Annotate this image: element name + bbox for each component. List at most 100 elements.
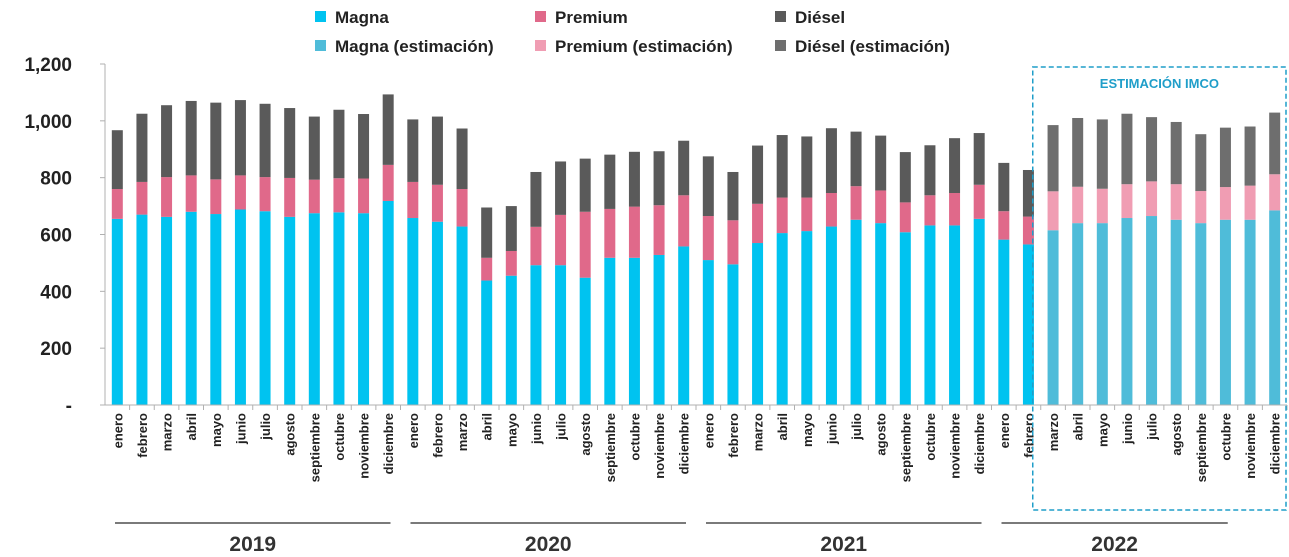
legend-label: Premium <box>555 8 628 27</box>
bar-segment <box>1072 186 1084 224</box>
y-tick-label: 1,200 <box>24 55 72 76</box>
bar-segment <box>1096 188 1108 224</box>
bar-segment <box>210 214 222 405</box>
bar-segment <box>949 193 961 226</box>
x-tick-label: octubre <box>332 413 347 461</box>
x-tick-label: diciembre <box>972 413 987 474</box>
bar-segment <box>234 175 246 210</box>
bar-segment <box>825 226 837 405</box>
legend-label: Magna (estimación) <box>335 37 494 56</box>
bar-segment <box>382 164 394 201</box>
bar-segment <box>604 208 616 258</box>
x-tick-label: enero <box>997 413 1012 448</box>
bar-segment <box>1047 125 1059 192</box>
bar-segment <box>801 231 813 405</box>
legend-swatch <box>315 40 326 51</box>
bar-segment <box>407 181 419 219</box>
bar-segment <box>185 100 197 176</box>
bar-segment <box>1047 230 1059 405</box>
bar-segment <box>333 212 345 405</box>
bar-segment <box>776 135 788 198</box>
bar-segment <box>431 184 443 222</box>
bar-segment <box>678 195 690 247</box>
x-tick-label: febrero <box>726 413 741 458</box>
bar-segment <box>825 128 837 194</box>
bar-segment <box>998 162 1010 212</box>
x-tick-label: mayo <box>209 413 224 447</box>
bar-segment <box>358 114 370 179</box>
x-tick-label: marzo <box>751 413 766 451</box>
x-tick-label: julio <box>554 413 569 441</box>
x-tick-label: abril <box>184 413 199 440</box>
bar-segment <box>1170 184 1182 220</box>
bar-segment <box>1096 119 1108 189</box>
bar-segment <box>308 116 320 180</box>
bar-segment <box>308 213 320 405</box>
bar-segment <box>1121 184 1133 219</box>
bar-segment <box>530 226 542 266</box>
x-tick-label: octubre <box>923 413 938 461</box>
bar-segment <box>555 161 567 215</box>
bar-segment <box>1047 191 1059 231</box>
bar-segment <box>776 197 788 234</box>
bar-segment <box>702 156 714 217</box>
bar-segment <box>973 218 985 405</box>
bar-segment <box>505 206 517 251</box>
legend-swatch <box>535 40 546 51</box>
bar-segment <box>456 189 468 227</box>
legend-swatch <box>775 40 786 51</box>
x-tick-label: diciembre <box>381 413 396 474</box>
bar-segment <box>481 207 493 258</box>
bar-segment <box>431 221 443 405</box>
bar-segment <box>161 177 173 217</box>
legend-swatch <box>775 11 786 22</box>
bar-segment <box>210 179 222 215</box>
bar-segment <box>899 152 911 203</box>
bar-segment <box>875 135 887 191</box>
x-tick-label: agosto <box>874 413 889 456</box>
legend-label: Diésel (estimación) <box>795 37 950 56</box>
bar-segment <box>1146 216 1158 405</box>
x-tick-label: septiembre <box>603 413 618 482</box>
x-tick-label: agosto <box>578 413 593 456</box>
bar-segment <box>161 216 173 405</box>
bar-segment <box>111 130 123 190</box>
x-tick-label: abril <box>480 413 495 440</box>
x-tick-label: noviembre <box>1243 413 1258 479</box>
x-tick-label: mayo <box>504 413 519 447</box>
x-tick-label: noviembre <box>652 413 667 479</box>
bar-segment <box>555 265 567 405</box>
bar-segment <box>284 177 296 217</box>
legend: Magna Magna (estimación) Premium Premium (e… <box>315 8 950 56</box>
bar-segment <box>1170 219 1182 405</box>
bar-segment <box>333 178 345 213</box>
bar-segment <box>850 186 862 220</box>
bar-segment <box>1146 181 1158 217</box>
bar-segment <box>358 213 370 405</box>
bar-segment <box>1121 218 1133 405</box>
x-axis: enero febrero marzo abril mayo junio julio agos… <box>105 404 1288 482</box>
x-tick-label: julio <box>849 413 864 441</box>
bar-segment <box>210 102 222 180</box>
estimate-region: ESTIMACIÓN IMCO <box>1032 66 1287 511</box>
bar-segment <box>801 197 813 232</box>
bar-segment <box>284 108 296 178</box>
bar-segment <box>136 113 148 182</box>
y-tick-label: 600 <box>40 226 72 247</box>
x-tick-label: agosto <box>283 413 298 456</box>
bar-segment <box>973 184 985 219</box>
bar-segment <box>555 214 567 266</box>
bar-segment <box>776 233 788 405</box>
bar-segment <box>727 220 739 265</box>
bar-segment <box>111 218 123 405</box>
y-axis: - 200 400 600 800 1,000 1,200 <box>24 55 106 417</box>
bar-segment <box>407 218 419 405</box>
y-tick-label: 800 <box>40 169 72 190</box>
bar-segment <box>136 181 148 215</box>
x-tick-label: mayo <box>1095 413 1110 447</box>
x-tick-label: noviembre <box>357 413 372 479</box>
x-tick-label: septiembre <box>898 413 913 482</box>
bar-segment <box>185 175 197 212</box>
year-groups: 2019 2020 2021 2022 <box>115 522 1228 556</box>
